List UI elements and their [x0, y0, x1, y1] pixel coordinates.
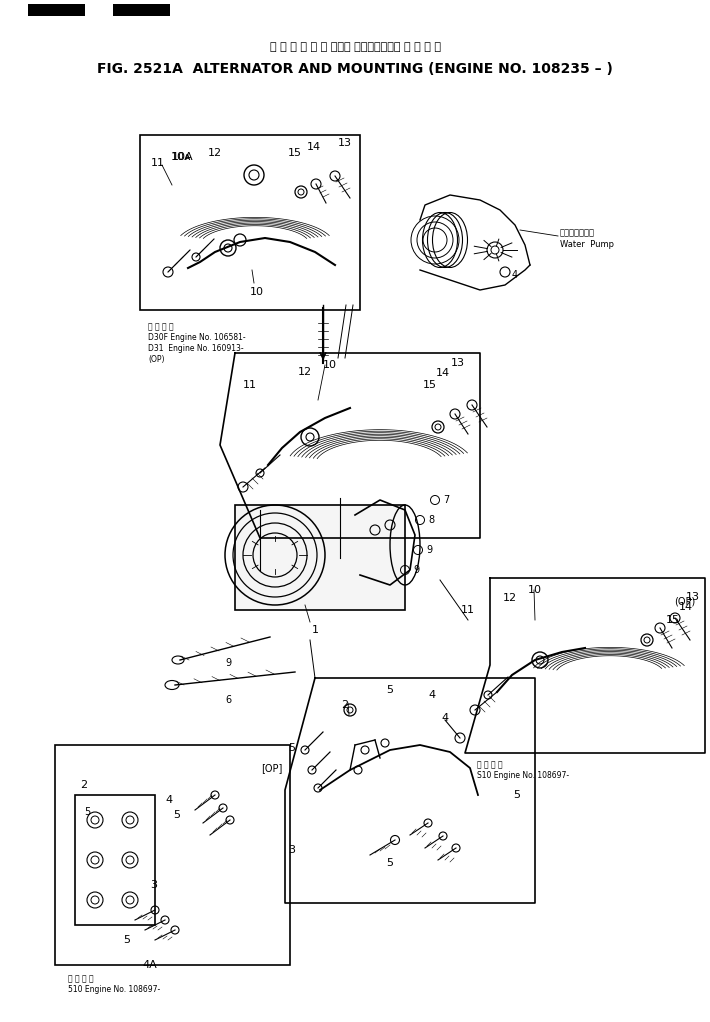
Text: 9: 9 — [225, 658, 231, 668]
Text: (OP): (OP) — [148, 355, 165, 364]
Text: Water  Pump: Water Pump — [560, 240, 614, 249]
Text: (OP): (OP) — [674, 596, 695, 606]
Text: 4A: 4A — [143, 960, 158, 970]
Text: 14: 14 — [436, 368, 450, 378]
Text: 11: 11 — [461, 605, 475, 615]
Text: 5: 5 — [386, 685, 393, 695]
Bar — [235, 505, 405, 610]
Bar — [113, 4, 170, 16]
Text: 5: 5 — [84, 807, 90, 817]
Text: 15: 15 — [666, 615, 680, 625]
Bar — [55, 745, 290, 965]
Text: 4: 4 — [512, 270, 518, 280]
Text: 9: 9 — [413, 565, 419, 575]
Text: S10 Engine No. 108697-: S10 Engine No. 108697- — [477, 771, 569, 780]
Text: 12: 12 — [503, 593, 517, 603]
Text: 適 用 号 機: 適 用 号 機 — [477, 760, 503, 769]
Bar — [75, 795, 155, 925]
Text: 12: 12 — [208, 148, 222, 158]
Text: 10A: 10A — [173, 152, 194, 162]
Text: FIG. 2521A  ALTERNATOR AND MOUNTING (ENGINE NO. 108235 – ): FIG. 2521A ALTERNATOR AND MOUNTING (ENGI… — [97, 62, 613, 76]
Text: 10: 10 — [250, 287, 264, 297]
Text: 適 用 号 機: 適 用 号 機 — [68, 974, 94, 983]
Text: 6: 6 — [225, 695, 231, 705]
Text: 1: 1 — [312, 625, 319, 635]
Text: 4: 4 — [165, 795, 172, 805]
Text: ウォータポンプ: ウォータポンプ — [560, 228, 595, 237]
Text: 5: 5 — [513, 790, 520, 800]
Text: 8: 8 — [428, 515, 434, 525]
Text: 10: 10 — [528, 585, 542, 595]
Text: 15: 15 — [423, 380, 437, 390]
Text: 2: 2 — [342, 700, 349, 710]
Text: 510 Engine No. 108697-: 510 Engine No. 108697- — [68, 985, 160, 994]
Text: 13: 13 — [338, 138, 352, 148]
Text: 7: 7 — [443, 495, 449, 505]
Text: 11: 11 — [151, 158, 165, 168]
Text: オ ル タ ネ ー タ および マウンティング 適 用 号 機: オ ル タ ネ ー タ および マウンティング 適 用 号 機 — [270, 42, 440, 52]
Text: 適 用 号 機: 適 用 号 機 — [148, 322, 174, 331]
Text: 3: 3 — [150, 880, 157, 890]
Text: 5: 5 — [386, 858, 393, 868]
Text: 5: 5 — [173, 810, 180, 820]
Text: 13: 13 — [451, 358, 465, 368]
Text: D31  Engine No. 160913-: D31 Engine No. 160913- — [148, 344, 244, 353]
Text: 5: 5 — [123, 935, 130, 945]
Bar — [28, 4, 85, 16]
Text: 10ᴀ: 10ᴀ — [170, 152, 191, 162]
Text: 12: 12 — [298, 367, 312, 377]
Text: 14: 14 — [679, 602, 693, 612]
Text: 15: 15 — [288, 148, 302, 158]
Text: 3: 3 — [288, 845, 295, 855]
Text: 5: 5 — [288, 743, 295, 753]
Text: D30F Engine No. 106581-: D30F Engine No. 106581- — [148, 333, 246, 342]
Text: 2: 2 — [80, 780, 87, 790]
Text: [OP]: [OP] — [261, 763, 282, 773]
Text: 4: 4 — [428, 690, 435, 700]
Text: 14: 14 — [307, 142, 321, 152]
Text: 13: 13 — [686, 592, 700, 602]
Text: 11: 11 — [243, 380, 257, 390]
Text: 9: 9 — [426, 545, 432, 555]
Bar — [140, 135, 360, 310]
Text: 4: 4 — [442, 713, 449, 723]
Text: 10: 10 — [323, 360, 337, 370]
